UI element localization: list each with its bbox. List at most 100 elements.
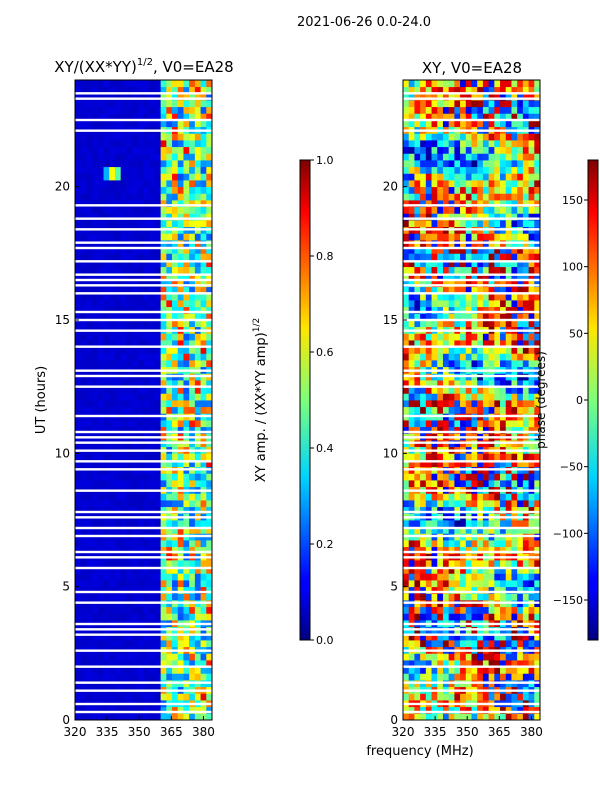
heatmap-cell [494,500,501,508]
heatmap-cell [431,213,438,221]
heatmap-cell [149,606,156,614]
heatmap-cell [172,353,179,361]
heatmap-cell [477,113,484,121]
heatmap-cell [126,333,133,341]
heatmap-cell [103,506,110,514]
amplitude-flagged-rows [75,92,212,714]
heatmap-cell [132,166,139,174]
heatmap-cell [448,566,455,574]
heatmap-cell [114,346,122,354]
heatmap-cell [154,346,162,354]
heatmap-cell [103,473,110,481]
heatmap-cell [137,346,144,354]
heatmap-cell [97,506,104,514]
heatmap-cell [172,606,179,614]
heatmap-cell [160,573,167,581]
heatmap-cell [511,633,518,641]
heatmap-cell [194,640,201,648]
heatmap-cell [488,140,495,148]
heatmap-cell [482,380,490,388]
heatmap-cell [403,300,410,308]
heatmap-cell [172,340,179,348]
heatmap-cell [149,293,156,301]
heatmap-cell [482,273,490,281]
heatmap-cell [200,273,207,281]
heatmap-cell [126,586,133,594]
heatmap-cell [528,313,535,321]
heatmap-cell [75,213,82,221]
heatmap-cell [132,693,139,701]
heatmap-cell [86,580,93,588]
heatmap-cell [488,280,495,288]
heatmap-cell [437,193,444,201]
heatmap-cell [500,266,507,274]
heatmap-cell [471,180,478,188]
heatmap-cell [500,320,507,328]
heatmap-cell [143,693,150,701]
heatmap-cell [143,520,150,528]
heatmap-cell [154,606,162,614]
heatmap-cell [517,153,524,161]
heatmap-cell [126,206,133,214]
heatmap-cell [126,160,133,168]
heatmap-cell [442,146,450,154]
heatmap-cell [465,200,472,208]
heatmap-cell [448,200,455,208]
heatmap-cell [465,113,472,121]
heatmap-cell [420,233,427,241]
heatmap-cell [149,426,156,434]
heatmap-cell [454,606,461,614]
heatmap-cell [154,253,162,261]
heatmap-cell [143,473,150,481]
heatmap-cell [528,566,535,574]
heatmap-cell [482,233,490,241]
heatmap-cell [177,460,184,468]
heatmap-cell [92,180,99,188]
heatmap-cell [534,460,540,468]
heatmap-cell [403,633,410,641]
heatmap-cell [488,80,495,88]
heatmap-cell [160,300,167,308]
heatmap-cell [437,540,444,548]
heatmap-cell [477,406,484,414]
heatmap-cell [137,200,144,208]
heatmap-cell [137,506,144,514]
heatmap-cell [86,93,93,101]
heatmap-cell [534,673,540,681]
heatmap-cell [154,333,162,341]
heatmap-cell [414,166,421,174]
heatmap-cell [528,666,535,674]
heatmap-cell [97,480,104,488]
heatmap-cell [126,340,133,348]
heatmap-cell [414,280,421,288]
flagged-row [75,292,212,295]
heatmap-cell [177,666,184,674]
heatmap-cell [206,613,212,621]
heatmap-cell [482,393,490,401]
heatmap-cell [103,100,110,108]
heatmap-cell [172,306,179,314]
heatmap-cell [488,573,495,581]
heatmap-cell [206,526,212,534]
heatmap-cell [194,86,201,94]
heatmap-cell [143,340,150,348]
heatmap-cell [114,313,122,321]
heatmap-cell [511,693,518,701]
heatmap-cell [189,640,196,648]
heatmap-cell [448,173,455,181]
heatmap-cell [206,100,212,108]
heatmap-cell [471,153,478,161]
heatmap-cell [86,80,93,88]
heatmap-cell [132,173,139,181]
heatmap-cell [172,180,179,188]
heatmap-cell [80,693,87,701]
heatmap-cell [206,666,212,674]
heatmap-cell [86,706,93,714]
heatmap-cell [149,380,156,388]
heatmap-cell [160,146,167,154]
heatmap-cell [448,333,455,341]
heatmap-cell [200,233,207,241]
heatmap-cell [172,386,179,394]
heatmap-cell [103,320,110,328]
heatmap-cell [137,306,144,314]
